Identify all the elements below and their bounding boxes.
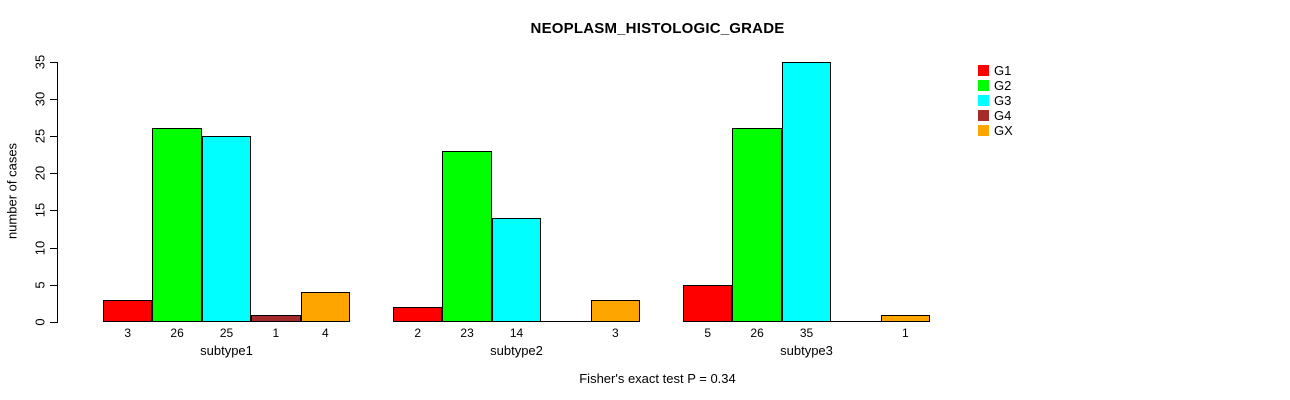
y-tick-label: 15 <box>32 203 48 218</box>
bar-value-label-subtype2-G2: 23 <box>460 326 474 340</box>
bar-subtype3-G1 <box>683 284 733 322</box>
legend: G1 G2 G3 G4 GX <box>978 63 1013 138</box>
legend-label-GX: GX <box>994 123 1013 138</box>
legend-swatch-GX <box>978 125 989 136</box>
bar-value-label-subtype1-G1: 3 <box>124 326 132 340</box>
bar-value-label-subtype2-G3: 14 <box>509 326 524 340</box>
y-tick <box>50 135 57 137</box>
x-category-label-subtype1: subtype1 <box>200 343 253 358</box>
legend-item-G1: G1 <box>978 63 1013 78</box>
bar-subtype2-G3 <box>491 217 542 322</box>
legend-swatch-G3 <box>978 95 989 106</box>
bar-subtype3-G4-zero <box>831 321 881 322</box>
bar-value-label-subtype3-GX: 1 <box>901 326 909 340</box>
annotation-caption: Fisher's exact test P = 0.34 <box>579 371 736 386</box>
y-tick-label: 25 <box>32 128 48 144</box>
legend-label-G3: G3 <box>994 93 1012 108</box>
bar-value-label-subtype1-GX: 4 <box>321 326 329 340</box>
legend-item-GX: GX <box>978 123 1013 138</box>
bar-subtype2-G1 <box>393 307 443 322</box>
bar-subtype3-G3 <box>781 61 832 322</box>
legend-swatch-G1 <box>978 65 989 76</box>
legend-item-G3: G3 <box>978 93 1013 108</box>
bar-subtype2-GX <box>590 299 640 322</box>
legend-swatch-G2 <box>978 80 989 91</box>
y-tick <box>50 247 57 249</box>
bar-value-label-subtype2-G1: 2 <box>414 326 422 340</box>
chart-title: NEOPLASM_HISTOLOGIC_GRADE <box>530 20 785 37</box>
y-tick-label: 35 <box>32 54 48 69</box>
x-category-label-subtype2: subtype2 <box>490 343 543 358</box>
bar-subtype2-G2 <box>442 150 492 322</box>
y-tick <box>50 61 57 63</box>
y-tick-label: 20 <box>32 165 48 181</box>
legend-label-G2: G2 <box>994 78 1012 93</box>
legend-item-G4: G4 <box>978 108 1013 123</box>
bar-value-label-subtype3-G2: 26 <box>750 326 764 340</box>
y-axis-line <box>57 61 58 323</box>
y-tick-label: 5 <box>32 281 48 289</box>
y-tick <box>50 173 57 175</box>
bar-subtype1-G2 <box>152 128 202 322</box>
bar-value-label-subtype3-G1: 5 <box>704 326 712 340</box>
x-category-label-subtype3: subtype3 <box>780 343 833 358</box>
bar-value-label-subtype1-G4: 1 <box>272 326 280 340</box>
bar-value-label-subtype2-GX: 3 <box>611 326 619 340</box>
bar-subtype1-GX <box>300 292 350 322</box>
bar-subtype1-G1 <box>103 299 153 322</box>
y-tick <box>50 284 57 286</box>
bar-subtype1-G4 <box>251 314 301 322</box>
bar-value-label-subtype1-G2: 26 <box>170 326 184 340</box>
y-tick-label: 0 <box>32 318 48 326</box>
bar-subtype1-G3 <box>201 135 252 322</box>
y-tick <box>50 322 57 323</box>
y-tick-label: 10 <box>32 240 48 255</box>
legend-label-G1: G1 <box>994 63 1012 78</box>
legend-item-G2: G2 <box>978 78 1013 93</box>
y-tick-label: 30 <box>32 91 48 106</box>
bar-value-label-subtype3-G3: 35 <box>799 326 814 340</box>
y-tick <box>50 98 57 100</box>
legend-swatch-G4 <box>978 110 989 121</box>
y-tick <box>50 210 57 212</box>
legend-label-G4: G4 <box>994 108 1012 123</box>
bar-subtype3-G2 <box>732 128 782 322</box>
bar-value-label-subtype1-G3: 25 <box>219 326 234 340</box>
bar-subtype3-GX <box>880 314 930 322</box>
bar-subtype2-G4-zero <box>541 321 591 322</box>
